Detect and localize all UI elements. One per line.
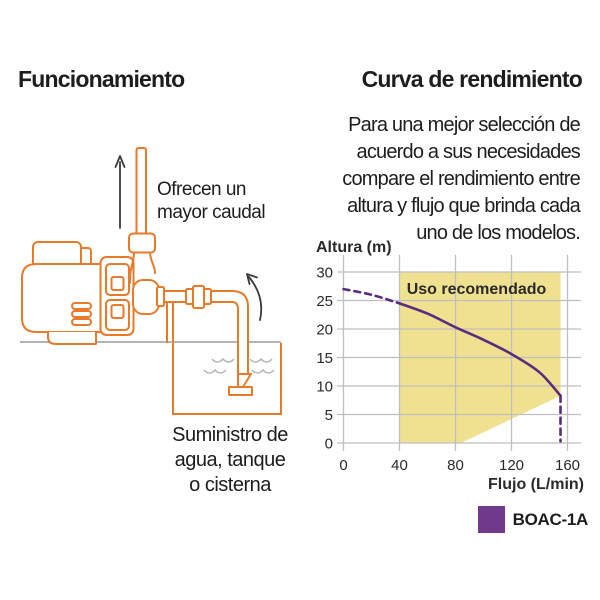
y-tick-label: 20 (316, 322, 333, 339)
x-tick-label: 160 (555, 457, 580, 474)
suction-pipe (156, 285, 249, 375)
pump-installation-diagram (20, 147, 282, 415)
cistern-tank (172, 343, 282, 415)
discharge-pipe (128, 147, 156, 254)
y-tick-label: 15 (316, 350, 333, 367)
chart-legend: BOAC-1A (477, 506, 589, 533)
pump-motor (21, 241, 105, 345)
x-axis-title: Flujo (L/min) (488, 476, 584, 493)
water-waves (203, 357, 275, 374)
water-supply-label: Suministro de agua, tanque o cisterna (172, 424, 288, 496)
pump-head (99, 251, 160, 336)
flow-up-arrow (114, 155, 126, 229)
section-title-funcionamiento: Funcionamiento (18, 66, 185, 92)
x-tick-label: 80 (447, 457, 464, 474)
foot-valve (228, 373, 253, 396)
recommended-zone-label: Uso recomendado (407, 281, 547, 298)
x-tick-label: 40 (391, 457, 408, 474)
output-flow-label: Ofrecen un mayor caudal (157, 179, 266, 223)
legend-model-label: BOAC-1A (512, 509, 589, 529)
performance-chart: 0 40 80 120 160 0 5 10 15 20 25 30 Uso recomendado Al… (316, 239, 584, 493)
legend-color-swatch (477, 506, 505, 533)
performance-curve-dashed (342, 287, 401, 305)
section-title-curva: Curva de rendimiento (361, 66, 583, 92)
y-tick-label: 5 (325, 407, 333, 424)
y-axis-title: Altura (m) (316, 239, 392, 256)
y-tick-label: 10 (316, 379, 333, 396)
y-tick-label: 0 (325, 436, 333, 453)
suction-direction-arrow (246, 273, 263, 321)
performance-curve-solid (398, 302, 562, 397)
y-tick-label: 25 (316, 293, 333, 310)
intro-paragraph: Para una mejor selección de acuerdo a su… (342, 114, 581, 244)
y-tick-label: 30 (316, 265, 333, 282)
x-tick-label: 0 (339, 457, 347, 474)
x-tick-label: 120 (499, 457, 524, 474)
